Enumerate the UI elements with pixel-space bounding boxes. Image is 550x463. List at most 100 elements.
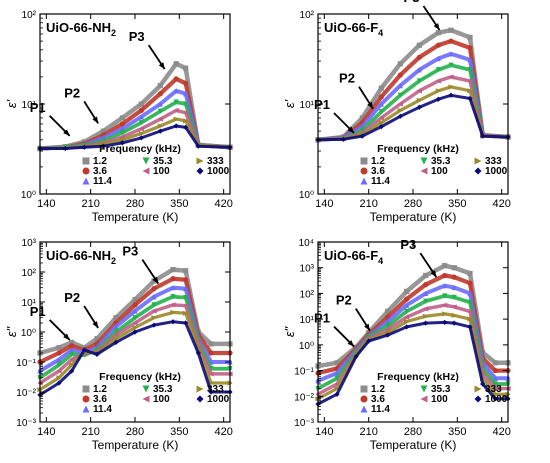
panel-title-subscript: 2 <box>111 28 116 38</box>
legend-marker-3.6 <box>360 167 368 175</box>
data-point-100 <box>183 303 189 309</box>
legend-marker-3.6 <box>82 395 90 403</box>
annotation-label: P1 <box>30 100 46 115</box>
annotation-label: P1 <box>30 304 46 319</box>
data-point-11.4 <box>173 88 179 94</box>
legend-label: 3.6 <box>371 394 385 405</box>
data-point-11.4 <box>448 51 454 57</box>
panel-title-main: UiO-66-F <box>324 248 378 263</box>
data-point-1.2 <box>442 263 448 269</box>
data-point-1.2 <box>94 336 100 342</box>
legend-marker-11.4 <box>360 177 368 185</box>
data-point-11.4 <box>170 285 176 291</box>
data-point-1000 <box>195 350 201 356</box>
data-point-3.6 <box>138 107 144 113</box>
y-tick-label: 10² <box>300 10 315 21</box>
chart-panel-top-left: 140 210 280 350 420 10⁰ 10¹ 10² Temperature (K) ε… <box>4 10 233 224</box>
data-point-1000 <box>448 92 454 98</box>
annotation-arrowhead <box>92 321 99 328</box>
data-point-11.4 <box>378 101 384 107</box>
data-point-1.2 <box>183 65 189 71</box>
legend-marker-333 <box>196 385 204 393</box>
data-point-100 <box>404 314 410 320</box>
annotation-arrowhead <box>63 333 70 340</box>
y-tick-label: 10⁻³ <box>16 418 36 429</box>
x-tick-label: 210 <box>81 426 99 438</box>
legend-label: 11.4 <box>371 404 390 415</box>
legend-marker-333 <box>474 157 482 165</box>
legend-label: 3.6 <box>93 394 107 405</box>
data-point-1.2 <box>451 265 457 271</box>
data-point-333 <box>448 84 454 90</box>
legend-marker-1.2 <box>82 385 90 393</box>
annotation-arrowhead <box>347 126 354 133</box>
data-point-1000 <box>69 368 75 374</box>
annotation-label: P3 <box>404 0 420 5</box>
legend-label: 11.4 <box>93 176 112 187</box>
data-point-35.3 <box>119 130 125 136</box>
data-point-333 <box>56 375 62 381</box>
legend-marker-100 <box>420 395 428 403</box>
data-point-333 <box>132 325 138 331</box>
data-point-1.2 <box>157 83 163 89</box>
panel-title-main: UiO-66-NH <box>46 248 111 263</box>
annotation-arrowhead <box>347 340 354 347</box>
data-point-11.4 <box>132 308 138 314</box>
data-point-1.2 <box>492 360 498 366</box>
data-point-333 <box>451 312 457 318</box>
data-point-11.4 <box>69 347 75 353</box>
data-point-35.3 <box>467 299 473 305</box>
legend-label: 1.2 <box>93 156 107 167</box>
data-point-35.3 <box>138 120 144 126</box>
data-point-35.3 <box>385 323 391 329</box>
data-point-1000 <box>119 140 125 146</box>
y-tick-label: 10⁻² <box>16 388 36 399</box>
legend-marker-35.3 <box>420 157 428 165</box>
legend-marker-11.4 <box>360 405 368 413</box>
data-point-3.6 <box>397 72 403 78</box>
data-point-333 <box>435 88 441 94</box>
data-point-100 <box>170 302 176 308</box>
series-group <box>37 267 233 398</box>
chart-panel-bottom-right: 140 210 280 350 420 10⁻³ 10⁻² 10⁻¹ 10⁰ 10¹ 10² 10³ 1… <box>282 237 511 452</box>
data-point-1000 <box>467 95 473 102</box>
y-tick-label: 10⁻² <box>294 392 314 403</box>
legend-marker-333 <box>196 157 204 165</box>
data-point-35.3 <box>69 351 75 357</box>
data-point-333 <box>138 130 144 137</box>
data-point-1.2 <box>183 268 189 274</box>
data-point-1000 <box>353 353 359 360</box>
data-point-11.4 <box>435 55 441 62</box>
x-tick-label: 350 <box>448 426 466 438</box>
annotation-label: P2 <box>64 290 80 305</box>
data-point-11.4 <box>56 357 62 363</box>
legend-label: 1.2 <box>93 384 107 395</box>
y-tick-label: 10⁰ <box>21 190 36 201</box>
annotation-arrowhead <box>158 62 165 70</box>
legend-marker-11.4 <box>82 405 90 413</box>
data-point-1000 <box>100 143 106 149</box>
x-tick-label: 280 <box>404 198 422 210</box>
legend-label: 1000 <box>485 166 508 177</box>
x-tick-label: 140 <box>37 198 55 210</box>
legend-title: Frequency (kHz) <box>377 371 459 383</box>
data-point-3.6 <box>132 302 138 308</box>
data-point-1000 <box>138 135 144 141</box>
data-point-1.2 <box>467 270 473 277</box>
x-tick-label: 280 <box>126 426 144 438</box>
chart-panel-top-right: 140 210 280 350 420 10⁰ 10¹ 10² Temperature (K) ε… <box>282 0 511 224</box>
data-point-35.3 <box>378 109 384 115</box>
data-point-1.2 <box>100 128 106 134</box>
data-point-1000 <box>183 124 189 130</box>
x-tick-label: 350 <box>170 426 188 438</box>
data-point-333 <box>378 120 384 126</box>
data-point-333 <box>170 309 176 316</box>
panel-title-subscript: 2 <box>111 256 116 266</box>
x-tick-label: 210 <box>359 426 377 438</box>
legend-title: Frequency (kHz) <box>99 143 181 155</box>
x-axis-label: Temperature (K) <box>92 438 179 452</box>
data-point-333 <box>183 118 189 124</box>
data-point-1000 <box>195 143 201 149</box>
